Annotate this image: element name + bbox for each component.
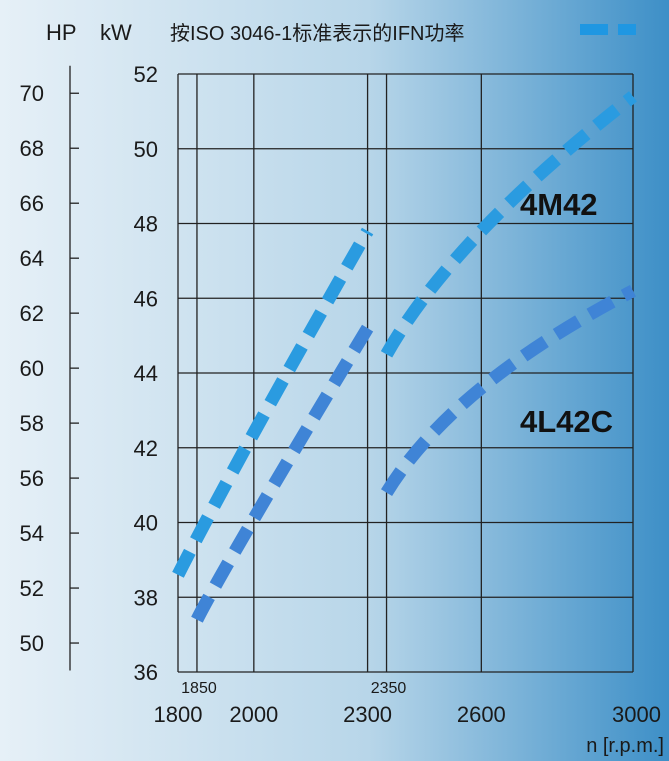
axis-layer: 50 52 54 56 58 60 62 64 66 68 70 36 38 40 42 44 46 48 50 52… — [20, 62, 661, 727]
hp-tick-label: 70 — [20, 81, 44, 106]
kw-tick-label: 50 — [134, 137, 158, 162]
legend-dash-2 — [618, 24, 636, 35]
series-layer — [172, 91, 637, 623]
series-label-4l42c: 4L42C — [520, 404, 613, 439]
x-axis-label: n [r.p.m.] — [586, 735, 664, 757]
hp-tick-label: 66 — [20, 191, 44, 216]
series-line-4l42c — [380, 285, 636, 496]
x-tick-label: 2300 — [343, 702, 392, 727]
kw-tick-label: 42 — [134, 436, 158, 461]
hp-tick-label: 68 — [20, 136, 44, 161]
hp-tick-label: 58 — [20, 411, 44, 436]
series-line-4l42c — [191, 324, 374, 623]
kw-tick-label: 44 — [134, 361, 158, 386]
kw-tick-label: 46 — [134, 286, 158, 311]
hp-tick-label: 52 — [20, 576, 44, 601]
kw-tick-label: 36 — [134, 660, 158, 685]
series-line-4m42 — [172, 227, 374, 578]
x-tick-label: 1800 — [154, 702, 203, 727]
hp-axis-label: HP — [46, 20, 77, 45]
hp-tick-label: 56 — [20, 466, 44, 491]
kw-axis-label: kW — [100, 20, 132, 45]
hp-tick-label: 50 — [20, 631, 44, 656]
x-tick-label: 2000 — [229, 702, 278, 727]
kw-tick-label: 48 — [134, 212, 158, 237]
kw-tick-label: 40 — [134, 511, 158, 536]
x-minor-tick-label: 1850 — [181, 680, 217, 697]
chart-title: 按ISO 3046-1标准表示的IFN功率 — [170, 22, 465, 45]
hp-tick-label: 62 — [20, 301, 44, 326]
x-minor-tick-label: 2350 — [371, 680, 407, 697]
hp-tick-label: 64 — [20, 246, 44, 271]
x-tick-label: 3000 — [612, 702, 661, 727]
hp-tick-label: 60 — [20, 356, 44, 381]
hp-tick-label: 54 — [20, 521, 44, 546]
x-tick-label: 2600 — [457, 702, 506, 727]
legend-dash-1 — [580, 24, 608, 35]
kw-tick-label: 38 — [134, 585, 158, 610]
series-label-4m42: 4M42 — [520, 187, 598, 222]
kw-tick-label: 52 — [134, 62, 158, 87]
